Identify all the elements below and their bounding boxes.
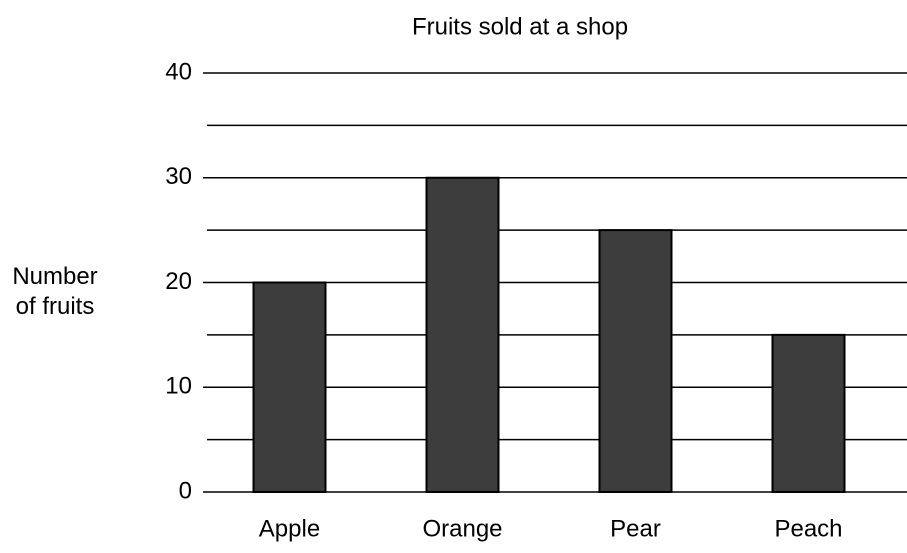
y-tick-label: 20: [165, 268, 192, 295]
x-tick-label: Orange: [422, 515, 502, 542]
y-tick-label: 40: [165, 58, 192, 85]
x-tick-label: Peach: [774, 515, 842, 542]
y-axis-label: Number of fruits: [12, 263, 98, 320]
x-tick-label: Pear: [610, 515, 661, 542]
y-tick-label: 30: [165, 163, 192, 190]
x-tick-label: Apple: [259, 515, 320, 542]
bar: [598, 229, 673, 493]
y-tick-label: 0: [179, 477, 192, 504]
bar: [771, 333, 846, 493]
bar: [425, 176, 500, 493]
y-tick-label: 10: [165, 373, 192, 400]
bar: [252, 281, 327, 493]
chart-title: Fruits sold at a shop: [412, 13, 628, 40]
